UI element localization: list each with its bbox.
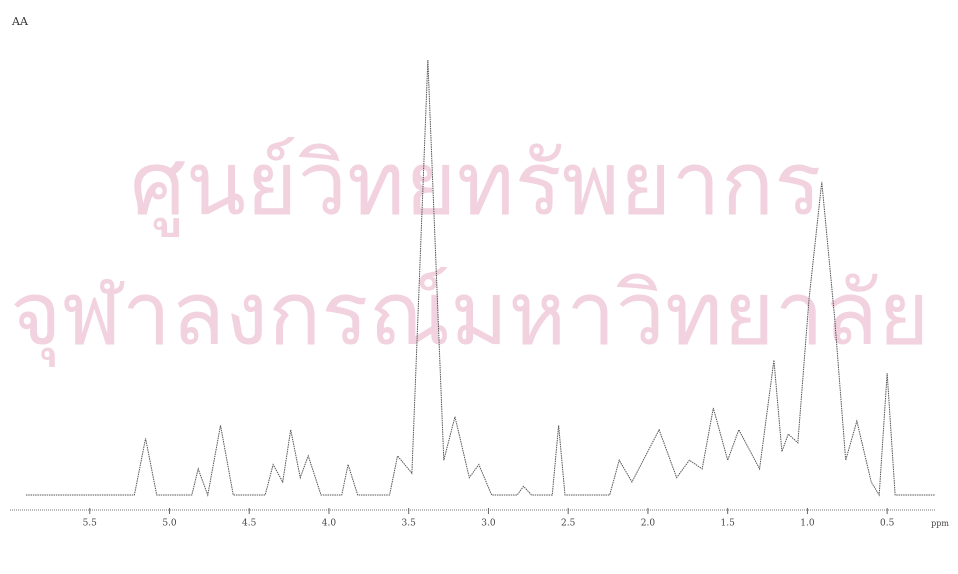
x-tick-label: 0.5 xyxy=(880,519,895,529)
x-tick-label: 4.5 xyxy=(242,519,257,529)
x-axis-label: ppm xyxy=(931,519,949,528)
watermark: จุฬาลงกรณ์มหาวิทยาลัย xyxy=(10,262,930,367)
x-tick-label: 2.5 xyxy=(561,519,576,529)
spectrum-line xyxy=(25,59,935,497)
watermark: ศูนย์วิทยทรัพยากร xyxy=(130,132,821,237)
x-tick-label: 2.0 xyxy=(641,519,656,529)
x-tick-label: 1.5 xyxy=(721,519,736,529)
chart-title: AA xyxy=(11,15,29,28)
x-tick-label: 5.0 xyxy=(162,519,177,529)
x-tick-label: 4.0 xyxy=(322,519,337,529)
x-tick-label: 3.0 xyxy=(481,519,496,529)
x-tick-label: 5.5 xyxy=(83,519,98,529)
x-tick-label: 3.5 xyxy=(402,519,417,529)
x-tick-label: 1.0 xyxy=(800,519,815,529)
